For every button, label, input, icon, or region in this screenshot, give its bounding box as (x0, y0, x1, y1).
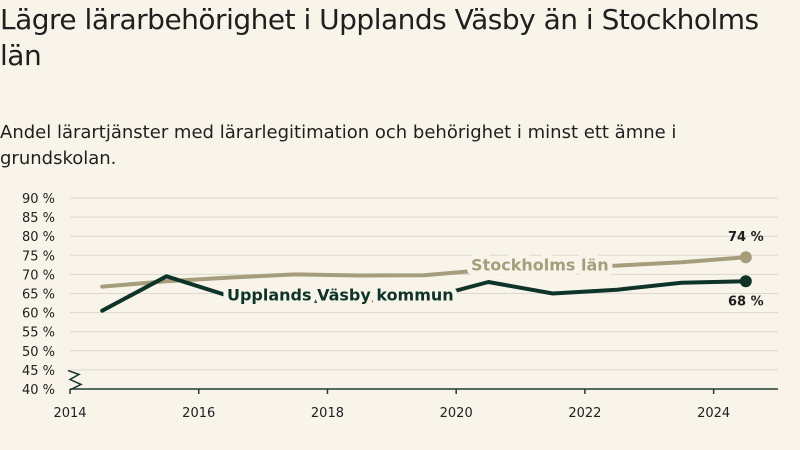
y-tick-label: 70 % (22, 268, 55, 283)
end-value-stockholm: 74 % (728, 230, 764, 245)
series-label-stockholm: Stockholms län (471, 256, 609, 275)
end-value-upplands: 68 % (728, 294, 764, 309)
y-tick-label: 90 % (22, 192, 55, 207)
x-tick-label: 2024 (697, 406, 730, 421)
chart-subtitle: Andel lärartjänster med lärarlegitimatio… (0, 122, 677, 169)
y-axis-ticks: 40 % 45 % 50 % 55 % 60 % 65 % 70 % 75 % 80 % 85 %… (22, 192, 83, 398)
y-tick-label: 45 % (22, 364, 55, 379)
series-line-upplands (100, 274, 748, 313)
endpoint-marker-upplands (739, 275, 752, 288)
endpoint-marker-stockholm (739, 251, 752, 264)
x-tick-label: 2022 (568, 406, 601, 421)
x-tick-label: 2018 (311, 406, 344, 421)
y-tick-label: 40 % (22, 383, 55, 398)
y-tick-label: 75 % (22, 249, 55, 264)
x-tick-label: 2020 (440, 406, 473, 421)
y-tick-label: 50 % (22, 345, 55, 360)
gridlines (70, 197, 778, 371)
y-tick-label: 65 % (22, 288, 55, 303)
x-tick-label: 2016 (182, 406, 215, 421)
y-tick-label: 55 % (22, 326, 55, 341)
series-lines (100, 251, 752, 313)
y-tick-label: 80 % (22, 230, 55, 245)
series-line-stockholm (100, 255, 748, 289)
x-axis-ticks: 2014 2016 2018 2020 2022 2024 (53, 388, 778, 421)
y-tick-label: 60 % (22, 307, 55, 322)
axis-break-icon (67, 369, 83, 391)
series-label-upplands: Upplands Väsby kommun (227, 285, 454, 304)
y-tick-label: 85 % (22, 211, 55, 226)
x-tick-label: 2014 (53, 406, 86, 421)
chart-title: Lägre lärarbehörighet i Upplands Väsby ä… (0, 3, 759, 72)
series-label-stockholm-halo: Stockholms län (471, 256, 609, 275)
